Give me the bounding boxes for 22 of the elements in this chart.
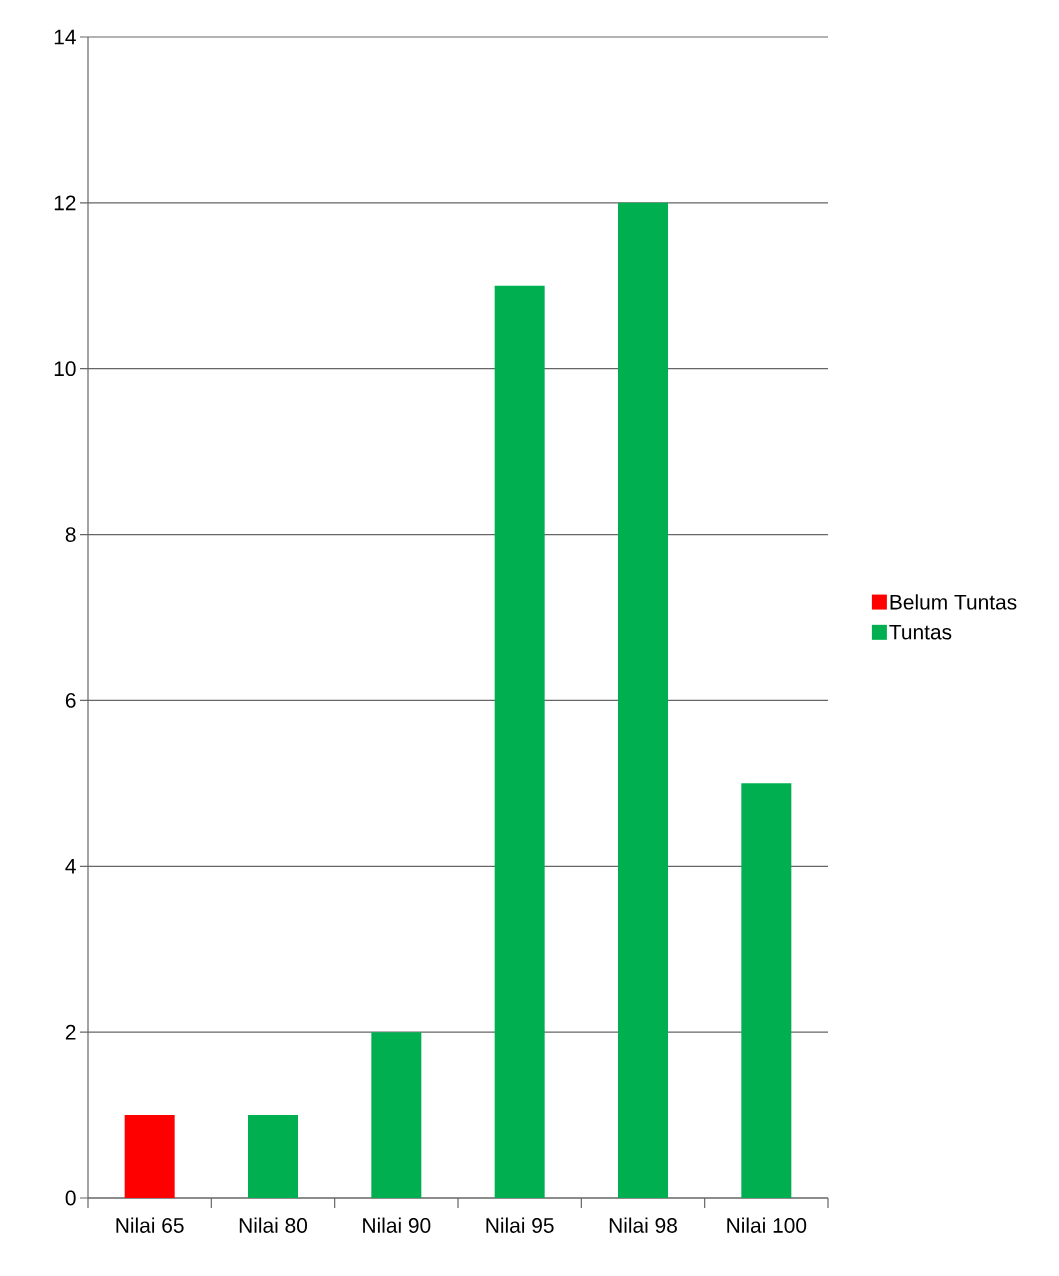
y-tick-label: 10: [54, 361, 76, 377]
y-tick-label: 6: [65, 693, 76, 708]
bar: [494, 285, 545, 1198]
legend-label: Tuntas: [889, 624, 952, 640]
bar: [371, 1032, 422, 1198]
x-tick-label: Nilai 65: [116, 1217, 184, 1233]
y-tick-label: 4: [65, 859, 76, 874]
y-tick-label: 2: [65, 1024, 76, 1040]
x-tick-label: Nilai 80: [239, 1217, 308, 1233]
legend-label: Belum Tuntas: [890, 594, 1017, 610]
bar: [124, 1115, 175, 1198]
bar: [248, 1115, 298, 1198]
x-tick-label: Nilai 100: [727, 1217, 807, 1233]
x-tick-label: Nilai 95: [486, 1217, 554, 1233]
y-tick-label: 14: [54, 29, 76, 45]
y-tick-label: 0: [65, 1190, 76, 1206]
bar: [741, 783, 792, 1198]
x-tick-label: Nilai 90: [363, 1217, 431, 1233]
x-tick-label: Nilai 98: [609, 1217, 677, 1233]
y-tick-label: 12: [54, 195, 76, 211]
bar: [618, 202, 668, 1198]
y-tick-label: 8: [65, 527, 76, 542]
